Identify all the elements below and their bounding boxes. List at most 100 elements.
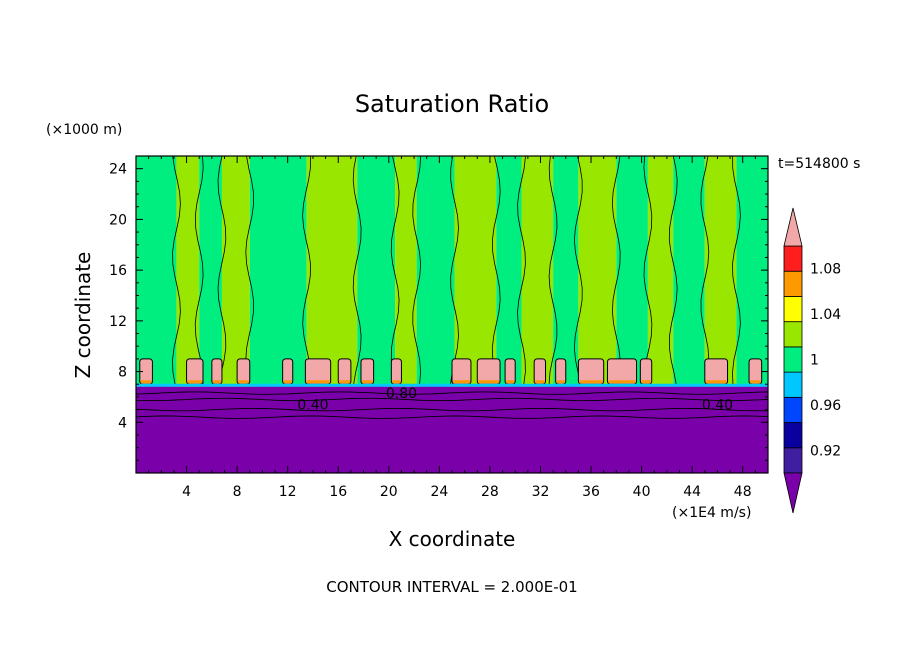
x-tick-label-8: 36 [582,484,600,500]
x-tick-label-11: 48 [734,484,752,500]
contour-label-1: 0.40 [702,398,733,414]
field-band-1 [176,156,200,387]
contour-line-band-13 [573,155,583,385]
colorbar-label-0: 0.92 [810,443,841,459]
x-tick-label-4: 20 [380,484,398,500]
contour-line-band-14 [611,155,621,385]
contour-label-2: 0.80 [386,386,417,402]
colorbar-label-1: 0.96 [810,398,841,414]
contour-label-0: 0.40 [297,398,328,414]
contour-line-band-7 [390,155,400,385]
y-axis-title: Z coordinate [71,252,95,379]
cloud-cell-edge-18 [750,380,761,384]
contour-line-lower-2 [135,391,769,395]
colorbar-bin-3 [783,371,803,398]
colorbar-over-arrow [783,207,803,247]
chart-title: Saturation Ratio [355,90,549,118]
colorbar-bin-5 [783,321,803,348]
colorbar-bin-2 [783,396,803,423]
colorbar-bin-7 [783,270,803,297]
field-band-9 [454,156,497,387]
x-tick-label-5: 24 [430,484,448,500]
x-axis-unit: (×1E4 m/s) [672,505,751,521]
y-axis-unit: (×1000 m) [46,122,122,138]
contour-line-band-15 [643,155,653,385]
contour-line-lower-3 [135,415,769,419]
field-band-16 [673,156,705,387]
field-band-14 [616,156,648,387]
contour-line-band-2 [194,155,204,385]
contour-line-lower-0 [135,407,769,412]
field-band-17 [704,156,737,387]
cloud-cell-edge-2 [212,380,221,384]
colorbar-label-2: 1 [810,353,819,369]
contour-line-band-16 [668,155,678,385]
contour-line-band-9 [450,155,459,385]
colorbar-bin-6 [783,296,803,323]
contour-line-band-8 [412,155,422,385]
field-band-18 [736,156,768,387]
x-tick-label-7: 32 [532,484,550,500]
colorbar-label-4: 1.08 [810,262,841,278]
contour-line-lower-1 [135,397,769,402]
lower-layer [136,386,768,473]
cloud-cell-edge-8 [392,380,401,384]
transition-strip [136,383,768,387]
contour-labels: 0.40 0.40 0.80 [297,386,733,413]
field-band-13 [578,156,617,387]
x-tick-label-3: 16 [329,484,347,500]
field-band-11 [521,156,554,387]
x-tick-label-9: 40 [633,484,651,500]
contour-line-band-5 [302,155,311,385]
x-tick-label-0: 4 [182,484,191,500]
field-band-5 [306,156,358,387]
colorbar-bin-4 [783,346,803,373]
field-band-0 [136,156,177,387]
contour-line-band-4 [245,155,255,385]
contour-line-band-6 [352,155,362,385]
colorbar-bin-0 [783,447,803,474]
cloud-cell-edge-16 [641,380,651,384]
cloud-cell-edge-3 [238,380,249,384]
cloud-cell-edge-10 [478,380,500,384]
contour-line-band-18 [732,155,741,385]
y-tick-label-1: 8 [118,365,127,381]
cloud-cell-edge-14 [579,380,603,384]
field-band-3 [221,156,250,387]
colorbar-bin-1 [783,422,803,449]
cloud-cell-edge-12 [535,380,545,384]
cloud-cell-edge-6 [339,380,350,384]
field-band-15 [647,156,674,387]
field-band-7 [395,156,417,387]
cloud-cell-edge-1 [187,380,202,384]
colorbar-bin-8 [783,245,803,272]
cloud-cell-edge-0 [140,380,152,384]
contour-line-band-1 [172,155,181,385]
contour-line-band-12 [548,155,558,385]
colorbar-under-arrow [783,472,803,514]
cloud-cell-edge-11 [506,380,515,384]
cloud-cell-edge-9 [453,380,470,384]
x-tick-label-10: 44 [683,484,701,500]
x-tick-label-6: 28 [481,484,499,500]
x-tick-label-1: 8 [233,484,242,500]
field-band-8 [416,156,455,387]
plot-area [135,155,769,473]
cloud-cell-edge-13 [556,380,565,384]
cloud-cell-edge-4 [283,380,292,384]
x-axis-title: X coordinate [389,527,516,551]
cloud-cell-edge-17 [705,380,727,384]
field-band-4 [249,156,307,387]
contour-interval-note: CONTOUR INTERVAL = 2.000E-01 [326,578,577,596]
contour-line-band-11 [517,155,526,385]
cloud-cell-edge-7 [361,380,373,384]
y-tick-label-5: 24 [109,162,127,178]
time-label: t=514800 s [778,156,860,172]
field-band-6 [357,156,396,387]
y-tick-label-2: 12 [109,314,127,330]
contour-line-band-3 [217,155,227,385]
contour-line-band-17 [700,155,710,385]
colorbar-label-3: 1.04 [810,307,841,323]
